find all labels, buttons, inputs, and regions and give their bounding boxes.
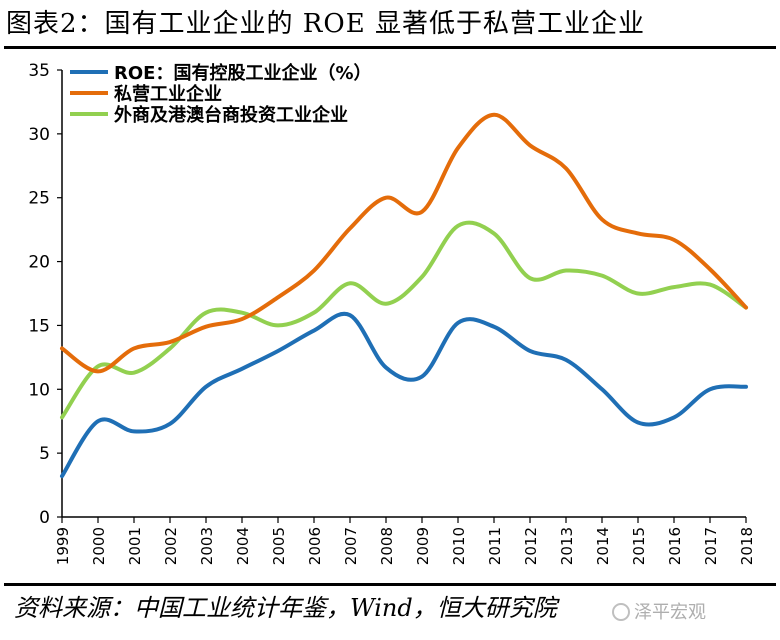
x-tick-label: 2008: [378, 527, 396, 565]
legend-label-1: ROE：国有控股工业企业（%）: [114, 62, 372, 84]
x-tick-label: 2007: [342, 527, 360, 565]
y-tick-label: 15: [28, 316, 50, 336]
line-chart: 0 5 10 15 20 25 30 35 1999 2000 2001 2002 2003 2004 20…: [28, 61, 756, 565]
watermark: 泽平宏观: [612, 598, 706, 624]
x-tick-label: 2015: [630, 527, 648, 565]
x-tick-label: 2017: [702, 527, 720, 565]
x-tick-label: 2009: [414, 527, 432, 565]
series-line-2: [60, 112, 748, 374]
y-tick-label: 0: [39, 508, 50, 528]
wechat-icon: [612, 603, 630, 621]
y-tick-label: 5: [39, 444, 50, 464]
y-tick-label: 25: [28, 189, 50, 209]
x-tick-label: 2012: [522, 527, 540, 565]
x-tick-label: 1999: [54, 527, 72, 565]
x-tick-label: 2014: [594, 527, 612, 565]
series-line-3: [60, 220, 748, 420]
x-tick-label: 2003: [198, 527, 216, 565]
x-tick-label: 2013: [558, 527, 576, 565]
source-rule: [4, 583, 776, 586]
x-tick-label: 2000: [90, 527, 108, 565]
x-tick-label: 2006: [306, 527, 324, 565]
x-tick-label: 2002: [162, 527, 180, 565]
title-underline: [4, 46, 776, 49]
series-lines: [60, 112, 748, 479]
x-tick-label: 2016: [666, 527, 684, 565]
legend-label-2: 私营工业企业: [114, 83, 222, 105]
y-tick-label: 35: [28, 61, 50, 81]
x-tick-label: 2005: [270, 527, 288, 565]
x-tick-label: 2010: [450, 527, 468, 565]
x-tick-label: 2011: [486, 527, 504, 565]
source-note: 资料来源：中国工业统计年鉴，Wind，恒大研究院: [14, 594, 557, 622]
y-tick-label: 30: [28, 125, 50, 145]
legend-label-3: 外商及港澳台商投资工业企业: [114, 104, 348, 126]
chart-title: 图表2：国有工业企业的 ROE 显著低于私营工业企业: [6, 9, 645, 39]
x-tick-label: 2004: [234, 527, 252, 565]
series-line-1: [60, 311, 748, 479]
y-tick-label: 20: [28, 253, 50, 273]
x-tick-label: 2001: [126, 527, 144, 565]
x-tick-label: 2018: [738, 527, 756, 565]
axes: 0 5 10 15 20 25 30 35 1999 2000 2001 2002 2003 2004 20…: [28, 61, 756, 565]
y-tick-label: 10: [28, 380, 50, 400]
watermark-text: 泽平宏观: [634, 602, 706, 623]
